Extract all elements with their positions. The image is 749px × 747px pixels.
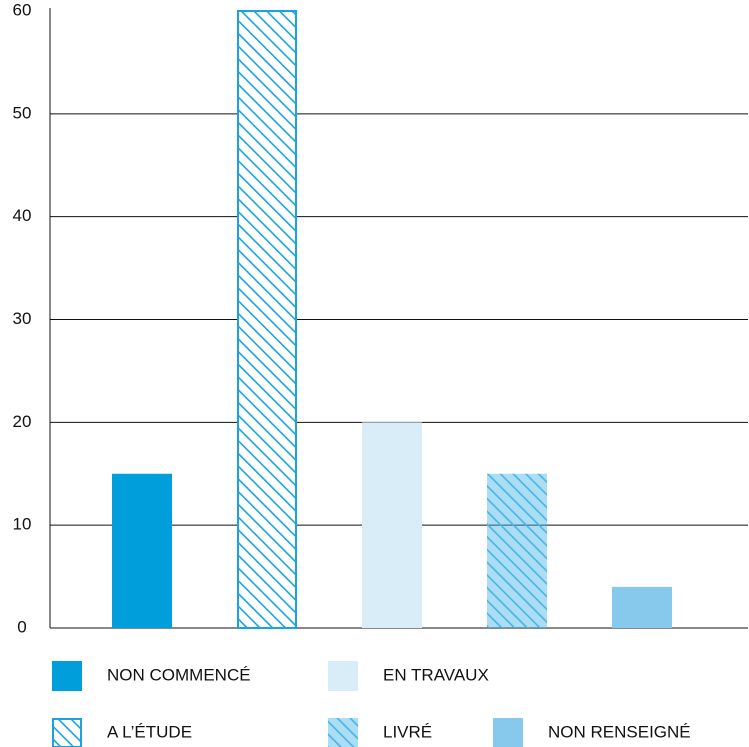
y-tick-label: 50 — [13, 103, 32, 122]
y-tick-label: 10 — [13, 515, 32, 534]
legend-label: A L’ÉTUDE — [107, 722, 192, 741]
legend-label: LIVRÉ — [383, 722, 432, 741]
y-tick-label: 60 — [13, 0, 32, 19]
legend-swatch — [52, 661, 82, 691]
legend-swatch — [493, 718, 523, 747]
bar — [237, 10, 297, 629]
legend-label: EN TRAVAUX — [383, 665, 489, 684]
legend-swatch — [52, 718, 82, 747]
bar — [487, 473, 547, 628]
y-tick-label: 20 — [13, 412, 32, 431]
legend-label: NON RENSEIGNÉ — [548, 722, 691, 741]
bar — [112, 473, 172, 628]
y-tick-label: 30 — [13, 309, 32, 328]
y-tick-label: 40 — [13, 206, 32, 225]
legend-swatch — [328, 661, 358, 691]
legend-swatch — [328, 718, 358, 747]
bar — [362, 422, 422, 628]
bar — [612, 586, 672, 628]
y-tick-label: 0 — [17, 617, 26, 636]
legend-label: NON COMMENCÉ — [107, 665, 251, 684]
